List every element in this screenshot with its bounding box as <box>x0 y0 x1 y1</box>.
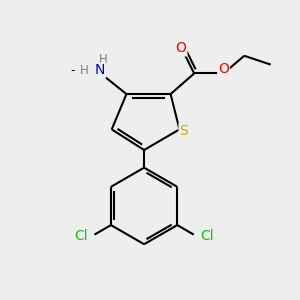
Text: H: H <box>98 53 107 66</box>
Text: H: H <box>80 64 89 77</box>
Text: S: S <box>179 124 188 138</box>
Text: Cl: Cl <box>200 229 214 243</box>
Text: O: O <box>176 41 186 56</box>
Text: Cl: Cl <box>74 229 88 243</box>
Text: O: O <box>218 62 229 76</box>
Text: N: N <box>95 64 105 77</box>
Text: -: - <box>71 64 75 77</box>
